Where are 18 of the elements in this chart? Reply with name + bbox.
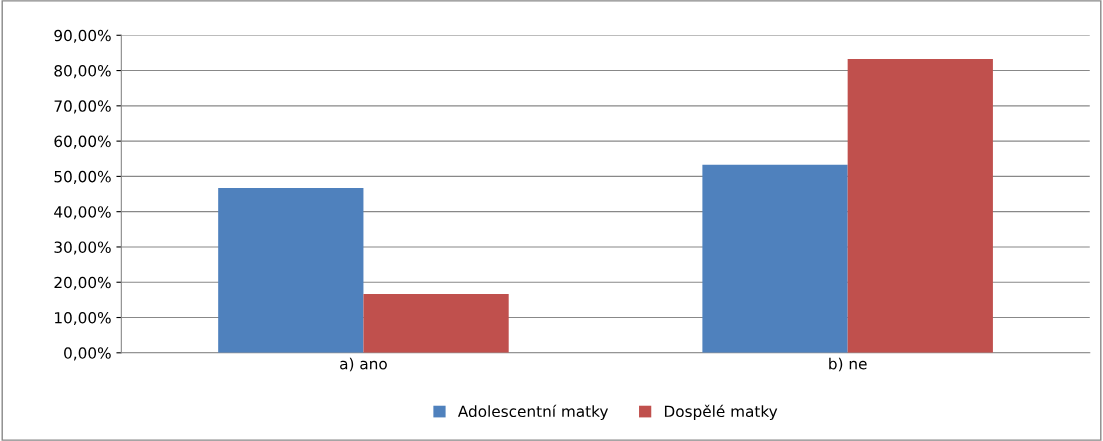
bar [847, 58, 993, 353]
bar [218, 188, 364, 353]
y-tick-label: 50,00% [54, 170, 111, 184]
y-tick-label: 20,00% [54, 276, 111, 290]
y-tick-label: 30,00% [54, 241, 111, 255]
x-tick-label: b) ne [829, 357, 867, 372]
y-tick-label: 90,00% [54, 29, 111, 43]
x-tick-label: a) ano [340, 357, 387, 372]
legend-label: Adolescentní matky [457, 404, 609, 421]
bar [363, 293, 509, 353]
bar [702, 164, 848, 353]
y-tick-label: 80,00% [54, 65, 111, 79]
y-tick-label: 70,00% [54, 100, 111, 114]
y-tick-label: 40,00% [54, 206, 111, 220]
legend-label: Dospělé matky [664, 404, 778, 421]
y-tick-label: 0,00% [64, 347, 111, 361]
y-tick-label: 60,00% [54, 135, 111, 149]
y-tick-label: 10,00% [55, 311, 111, 326]
